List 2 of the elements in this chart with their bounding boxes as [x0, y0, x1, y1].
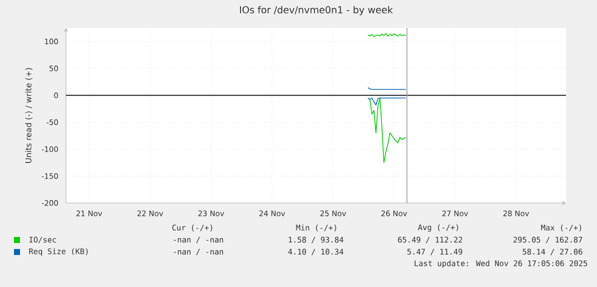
- y-axis-title: Units read (-) / write (+): [25, 68, 32, 163]
- chart-title: IOs for /dev/nvme0n1 - by week: [240, 6, 393, 16]
